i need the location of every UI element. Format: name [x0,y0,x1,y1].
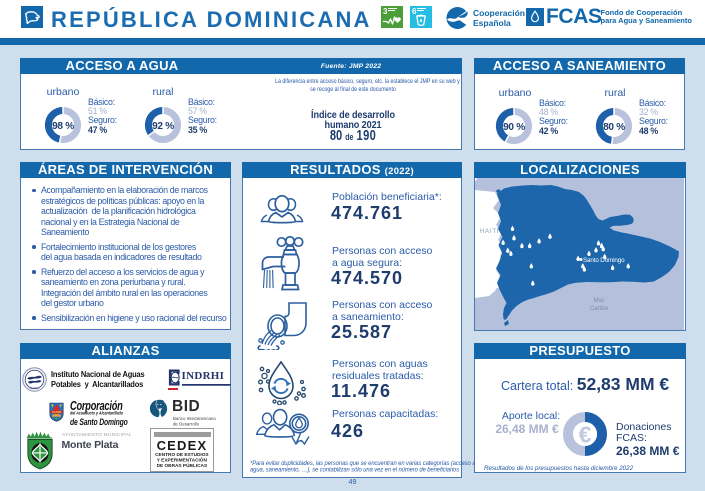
svg-text:HAITÍ: HAITÍ [480,228,499,235]
svg-text:Mar: Mar [593,297,605,304]
svg-text:INAPA: INAPA [30,386,39,390]
svg-text:98 %: 98 % [52,120,74,131]
svg-text:92 %: 92 % [152,120,174,131]
svg-text:Caribe: Caribe [590,305,609,312]
svg-text:€: € [578,421,591,447]
svg-text:80 %: 80 % [603,121,625,132]
svg-text:Santo Domingo: Santo Domingo [583,257,625,264]
svg-text:90 %: 90 % [503,121,525,132]
svg-text:CAASD: CAASD [52,410,61,414]
